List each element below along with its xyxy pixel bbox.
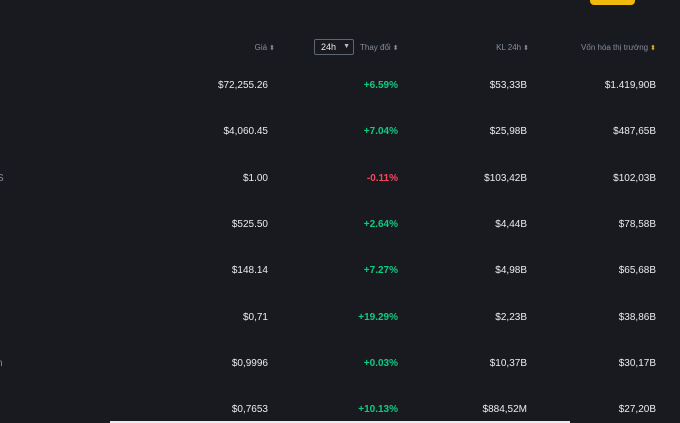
change-cell: -0.11% — [366, 173, 398, 184]
marketcap-cell: $27,20B — [618, 404, 656, 415]
table-row[interactable]: $525.50 +2.64% $4,44B $78,58B — [0, 215, 680, 235]
marketcap-cell: $30,17B — [618, 358, 656, 369]
sort-icon[interactable]: ⬍ — [392, 45, 399, 52]
price-cell: $148.14 — [231, 265, 268, 276]
period-select[interactable]: 24h ▼ — [314, 39, 354, 55]
price-cell: $4,060.45 — [223, 126, 269, 137]
volume-cell: $884,52M — [482, 404, 527, 415]
table-row[interactable]: $0,71 +19.29% $2,23B $38,86B — [0, 308, 680, 328]
price-cell: $0,7653 — [231, 404, 268, 415]
caret-down-icon: ▼ — [343, 43, 350, 50]
volume-header-label: KL 24h — [496, 43, 522, 52]
action-button[interactable] — [590, 0, 635, 5]
clipped-name-text: S — [0, 173, 4, 184]
change-cell: +7.04% — [363, 126, 398, 137]
change-cell: +7.27% — [363, 265, 398, 276]
volume-cell: $53,33B — [489, 80, 527, 91]
table-row[interactable]: $72,255.26 +6.59% $53,33B $1.419,90B — [0, 76, 680, 96]
price-column-header[interactable]: Giá ⬍ — [255, 38, 275, 58]
price-cell: $525.50 — [231, 219, 268, 230]
marketcap-cell: $487,65B — [613, 126, 656, 137]
price-cell: $1.00 — [242, 173, 268, 184]
table-row[interactable]: n $0,9996 +0.03% $10,37B $30,17B — [0, 354, 680, 374]
marketcap-cell: $38,86B — [618, 312, 656, 323]
volume-cell: $103,42B — [484, 173, 527, 184]
volume-cell: $4,44B — [495, 219, 527, 230]
price-header-label: Giá — [254, 43, 268, 52]
table-row[interactable]: $4,060.45 +7.04% $25,98B $487,65B — [0, 122, 680, 142]
change-cell: +0.03% — [363, 358, 398, 369]
table-row[interactable]: S $1.00 -0.11% $103,42B $102,03B — [0, 169, 680, 189]
marketcap-cell: $1.419,90B — [604, 80, 656, 91]
period-select-value: 24h — [321, 42, 337, 52]
marketcap-cell: $102,03B — [613, 173, 656, 184]
sort-icon[interactable]: ⬍ — [523, 45, 529, 52]
price-cell: $0,9996 — [231, 358, 268, 369]
marketcap-header-label: Vốn hóa thị trường — [581, 43, 649, 52]
bottom-panel-edge — [110, 421, 570, 423]
volume-cell: $25,98B — [489, 126, 527, 137]
change-cell: +2.64% — [363, 219, 398, 230]
change-header-label: Thay đổi — [360, 43, 391, 52]
table-row[interactable]: $148.14 +7.27% $4,98B $65,68B — [0, 261, 680, 281]
sort-active-icon[interactable]: ⬍ — [650, 45, 656, 52]
volume-cell: $4,98B — [495, 265, 527, 276]
price-cell: $72,255.26 — [217, 80, 268, 91]
marketcap-column-header[interactable]: Vốn hóa thị trường ⬍ — [581, 38, 656, 58]
table-row[interactable]: $0,7653 +10.13% $884,52M $27,20B — [0, 400, 680, 420]
change-cell: +6.59% — [363, 80, 398, 91]
volume-cell: $2,23B — [495, 312, 527, 323]
clipped-name-text: n — [0, 354, 3, 374]
change-column-header[interactable]: Thay đổi ⬍ — [360, 38, 399, 58]
table-header: Giá ⬍ 24h ▼ Thay đổi ⬍ KL 24h ⬍ Vốn hóa thị… — [0, 38, 680, 58]
marketcap-cell: $65,68B — [618, 265, 656, 276]
volume-cell: $10,37B — [489, 358, 527, 369]
change-cell: +19.29% — [358, 312, 398, 323]
volume-column-header[interactable]: KL 24h ⬍ — [496, 38, 529, 58]
change-cell: +10.13% — [358, 404, 398, 415]
marketcap-cell: $78,58B — [618, 219, 656, 230]
price-cell: $0,71 — [242, 312, 268, 323]
sort-icon[interactable]: ⬍ — [269, 45, 275, 52]
